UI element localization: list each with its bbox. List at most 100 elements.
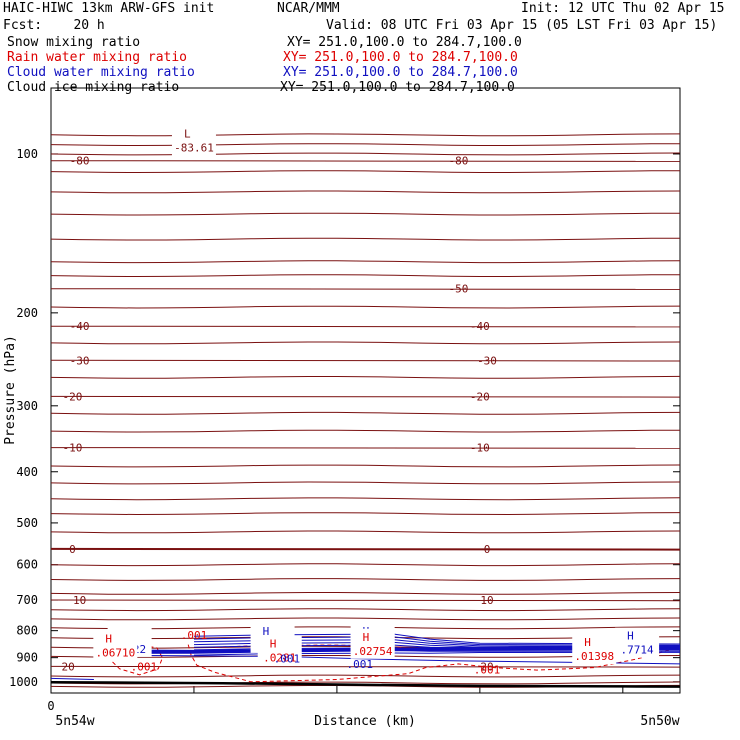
- field-snow-name: Snow mixing ratio: [7, 35, 141, 50]
- isotherm-label: 10: [73, 594, 86, 607]
- isotherm-line: [50, 375, 681, 379]
- y-tick-label: 200: [16, 306, 38, 320]
- y-tick-label: 600: [16, 558, 38, 572]
- isotherm-label: -30: [477, 354, 497, 367]
- extremum-box: [572, 634, 617, 665]
- extremum-box: [615, 627, 660, 658]
- extremum-kind: H: [584, 636, 591, 649]
- isotherm-line: [50, 464, 681, 468]
- extremum-value: .0281: [263, 652, 296, 665]
- isotherm-line: [50, 133, 681, 137]
- isotherm--80: [50, 160, 681, 162]
- extremum-value: .02754: [353, 645, 393, 658]
- isotherm--50: [50, 288, 681, 290]
- extremum-value: -83.61: [174, 142, 214, 155]
- init-time: Init: 12 UTC Thu 02 Apr 15: [521, 1, 725, 16]
- isotherm-label: -20: [470, 390, 490, 403]
- isotherm-label: -40: [470, 320, 490, 333]
- valid-time: Valid: 08 UTC Fri 03 Apr 15 (05 LST Fri …: [326, 18, 718, 33]
- isotherm--10: [50, 447, 681, 449]
- isotherm-line: [50, 481, 681, 485]
- contour-label: .001: [181, 629, 208, 642]
- isotherm-line: [50, 170, 681, 174]
- isotherm-line: [50, 512, 681, 516]
- title-center: NCAR/MMM: [277, 1, 340, 16]
- isotherm-label: 10: [480, 594, 493, 607]
- y-tick-label: 1000: [9, 675, 38, 689]
- isotherm-label: -80: [448, 155, 468, 168]
- contour-label: .001: [131, 661, 158, 674]
- contour-label: .001: [347, 658, 374, 671]
- cloud-water-contour: [93, 654, 681, 665]
- field-cloud-water-name: Cloud water mixing ratio: [7, 65, 195, 80]
- isotherm-line: [50, 563, 681, 567]
- extremum-box: [350, 628, 395, 659]
- isotherm-line: [50, 305, 681, 309]
- x-axis-label: Distance (km): [314, 714, 416, 729]
- y-axis-label: Pressure (hPa): [3, 335, 18, 445]
- isotherm-line: [50, 578, 681, 581]
- endpoint-left-label: 5n54w: [55, 714, 94, 729]
- extremum-value: .7714: [621, 644, 654, 657]
- isotherm-0: [50, 547, 681, 551]
- isotherm-line: [50, 497, 681, 501]
- isotherm-label: -10: [63, 442, 83, 455]
- isotherm-20: [50, 665, 681, 668]
- isotherm-line: [50, 212, 681, 216]
- contour-label: .001: [474, 663, 501, 676]
- isotherm-line: [50, 152, 681, 156]
- y-tick-label: 100: [16, 147, 38, 161]
- plot-frame: [50, 87, 681, 694]
- terrain-line: [50, 681, 681, 688]
- forecast-hour: Fcst: 20 h: [3, 18, 105, 33]
- isotherm-line: [50, 411, 681, 415]
- y-tick-label: 800: [16, 624, 38, 638]
- isotherm-line: [50, 260, 681, 264]
- isotherm-line: [50, 274, 681, 278]
- extremum-kind: H: [105, 632, 112, 645]
- field-cloud-water-xy: XY= 251.0,100.0 to 284.7,100.0: [283, 65, 518, 80]
- rain-contour: [187, 644, 681, 683]
- extremum-kind: H: [363, 631, 370, 644]
- isotherm--40: [50, 325, 681, 328]
- isotherm-label: 20: [62, 660, 75, 673]
- isotherm-line: [50, 341, 681, 345]
- isotherm-line: [50, 608, 681, 612]
- isotherm-line: [50, 530, 681, 534]
- isotherm-label: 0: [69, 543, 76, 556]
- x-tick-label: 0: [47, 699, 54, 713]
- field-snow-xy: XY= 251.0,100.0 to 284.7,100.0: [287, 35, 522, 50]
- extremum-box: [93, 630, 138, 661]
- extremum-kind: H: [627, 630, 634, 643]
- endpoint-right-label: 5n50w: [640, 714, 679, 729]
- isotherm-line: [50, 237, 681, 241]
- contour-label: .001: [274, 652, 301, 665]
- isotherm-10: [50, 599, 681, 602]
- isotherm-line: [50, 143, 681, 147]
- isotherm--30: [50, 359, 681, 362]
- isotherm-label: -50: [448, 283, 468, 296]
- extremum-box: [171, 125, 216, 156]
- y-tick-label: 400: [16, 465, 38, 479]
- title-left: HAIC-HIWC 13km ARW-GFS init: [3, 1, 215, 16]
- field-rain-xy: XY= 251.0,100.0 to 284.7,100.0: [283, 50, 518, 65]
- y-tick-label: 300: [16, 399, 38, 413]
- extremum-kind: H: [263, 625, 270, 638]
- isotherm-line: [50, 674, 681, 678]
- isotherm-label: -10: [470, 442, 490, 455]
- y-tick-label: 900: [16, 651, 38, 665]
- isotherm-line: [50, 429, 681, 433]
- isotherm-label: -80: [70, 155, 90, 168]
- isotherm-label: -30: [70, 354, 90, 367]
- rain-contour: [100, 643, 164, 676]
- isotherm-label: -20: [63, 390, 83, 403]
- extremum-value: .06710: [95, 646, 135, 659]
- isotherm-line: [50, 190, 681, 194]
- isotherm-line: [50, 592, 681, 595]
- cloud-water-contour: [193, 651, 681, 656]
- isotherm-label: -40: [70, 320, 90, 333]
- isotherm--20: [50, 395, 681, 398]
- field-rain-name: Rain water mixing ratio: [7, 50, 188, 65]
- isotherm-label: 0: [484, 543, 491, 556]
